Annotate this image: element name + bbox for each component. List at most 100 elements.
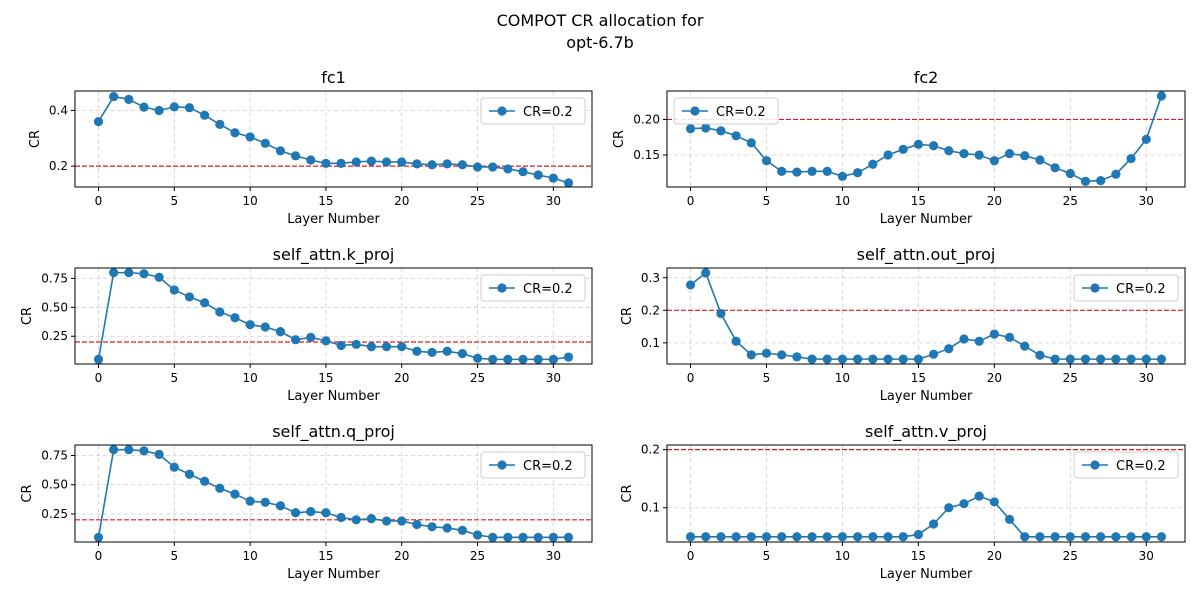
x-tick-label: 0 xyxy=(687,194,695,208)
legend-label: CR=0.2 xyxy=(1116,459,1166,474)
data-point xyxy=(716,126,726,136)
x-tick-label: 5 xyxy=(763,194,771,208)
x-tick-label: 0 xyxy=(95,371,103,385)
data-point xyxy=(93,532,104,542)
data-point xyxy=(944,146,954,156)
data-point xyxy=(1065,532,1075,542)
data-point xyxy=(701,123,711,133)
y-axis-label: CR xyxy=(20,484,35,502)
data-point xyxy=(959,499,969,509)
x-tick-label: 15 xyxy=(318,549,333,563)
legend-box xyxy=(1073,451,1179,479)
data-point xyxy=(1035,155,1045,165)
subplot-title: fc2 xyxy=(914,68,939,87)
data-point xyxy=(139,446,149,456)
data-point xyxy=(381,157,392,167)
x-axis-label: Layer Number xyxy=(287,567,380,582)
data-point xyxy=(974,336,984,346)
data-point xyxy=(1096,176,1106,186)
series-line xyxy=(97,95,569,184)
data-point xyxy=(1126,532,1136,542)
data-point xyxy=(488,354,498,364)
data-point xyxy=(109,268,119,278)
data-point xyxy=(457,160,467,170)
x-tick-label: 30 xyxy=(546,549,561,563)
data-point xyxy=(306,507,316,517)
data-point xyxy=(1156,532,1167,542)
data-point xyxy=(124,445,134,455)
x-tick-label: 5 xyxy=(170,194,178,208)
axes-frame xyxy=(74,90,593,188)
data-point xyxy=(548,173,558,183)
data-point xyxy=(351,157,361,167)
data-point xyxy=(412,159,422,169)
data-point xyxy=(701,532,711,542)
data-point xyxy=(1050,163,1060,173)
data-point xyxy=(109,445,119,455)
x-tick-label: 30 xyxy=(1139,194,1154,208)
data-point xyxy=(275,146,286,156)
data-point xyxy=(245,320,255,330)
data-point xyxy=(412,519,422,530)
y-tick-label: 0.75 xyxy=(41,271,68,285)
legend-marker xyxy=(497,283,507,293)
data-point xyxy=(366,342,377,352)
data-point xyxy=(442,346,452,356)
data-point xyxy=(1035,350,1045,360)
legend-marker xyxy=(1090,283,1100,293)
x-tick-label: 15 xyxy=(911,549,926,563)
data-point xyxy=(1096,532,1106,542)
data-point xyxy=(336,158,346,168)
data-point xyxy=(412,346,422,356)
series-line xyxy=(690,271,1162,360)
data-point xyxy=(184,292,195,302)
data-point xyxy=(306,155,316,165)
data-point xyxy=(275,501,286,511)
data-point xyxy=(488,162,498,172)
x-tick-label: 15 xyxy=(318,371,333,385)
data-point xyxy=(898,144,908,154)
data-point xyxy=(397,342,407,352)
data-point xyxy=(1080,176,1091,186)
data-point xyxy=(761,348,772,358)
data-point xyxy=(868,354,878,364)
data-point xyxy=(124,268,134,278)
legend-box xyxy=(1073,274,1179,302)
y-tick-label: 0.4 xyxy=(49,103,68,117)
data-point xyxy=(260,322,270,332)
legend-label: CR=0.2 xyxy=(523,282,573,297)
data-point xyxy=(366,514,377,524)
data-point xyxy=(1004,514,1015,524)
legend-marker xyxy=(1090,460,1100,470)
x-tick-label: 20 xyxy=(987,371,1002,385)
data-point xyxy=(169,285,179,295)
data-point xyxy=(746,350,756,360)
x-tick-label: 30 xyxy=(1139,371,1154,385)
data-point xyxy=(822,166,832,176)
series-line xyxy=(690,495,1162,538)
data-point xyxy=(321,508,331,518)
legend-box xyxy=(480,97,586,125)
x-tick-label: 30 xyxy=(1139,549,1154,563)
data-point xyxy=(397,157,407,167)
y-tick-label: 0.50 xyxy=(41,478,68,492)
series-line xyxy=(97,448,569,539)
y-axis-label: CR xyxy=(612,130,627,148)
data-point xyxy=(533,354,543,364)
figure-title-line1: COMPOT CR allocation for xyxy=(496,11,704,30)
data-point xyxy=(427,347,437,358)
data-point xyxy=(868,532,878,542)
axes-frame xyxy=(666,444,1186,543)
subplot-title: self_attn.out_proj xyxy=(857,245,996,265)
data-point xyxy=(503,164,513,174)
subplot-title: self_attn.q_proj xyxy=(272,422,395,442)
legend-label: CR=0.2 xyxy=(523,105,573,120)
data-point xyxy=(913,529,924,540)
data-point xyxy=(351,515,361,525)
y-axis-label: CR xyxy=(620,484,635,502)
data-point xyxy=(822,532,832,542)
legend-label: CR=0.2 xyxy=(523,459,573,474)
data-point xyxy=(1050,532,1060,542)
data-point xyxy=(1020,341,1030,351)
